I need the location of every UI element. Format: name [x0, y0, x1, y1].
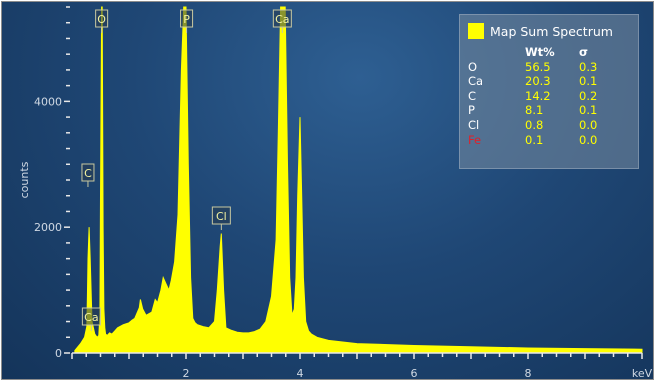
legend-element: Cl	[468, 117, 480, 132]
x-tick-label: 4	[297, 367, 304, 380]
legend-title-row: Map Sum Spectrum	[468, 21, 613, 41]
peak-label-text: Ca	[275, 13, 289, 26]
legend-sigma: 0.0	[579, 132, 598, 147]
legend-table: Wt% σ O 56.5 0.3 Ca 20.3 0.1 C 14.2	[468, 45, 619, 147]
legend-element: P	[468, 103, 475, 118]
legend-row: Ca 20.3 0.1	[468, 74, 619, 89]
peak-label-c: C	[81, 163, 95, 187]
legend-sigma: 0.1	[579, 103, 598, 118]
legend-header-row: Wt% σ	[468, 45, 619, 60]
peak-label-text: Ca	[84, 311, 98, 324]
y-tick-label: 2000	[34, 221, 62, 234]
legend-swatch	[468, 23, 484, 39]
legend-wt: 0.1	[525, 132, 544, 147]
x-tick-label: 6	[411, 367, 418, 380]
y-tick-label: 0	[55, 347, 62, 360]
x-tick-label: 8	[525, 367, 532, 380]
spectrum-series-fill	[74, 6, 643, 354]
legend-wt: 0.8	[525, 117, 544, 132]
y-axis-title: counts	[18, 161, 31, 198]
x-tick-label: 2	[183, 367, 190, 380]
legend-row: O 56.5 0.3	[468, 60, 619, 75]
legend-sigma: 0.2	[579, 88, 598, 103]
peak-label-text: P	[183, 13, 190, 26]
peak-label-o: O	[95, 9, 109, 33]
legend-element: C	[468, 88, 477, 103]
legend-header-wt: Wt%	[525, 45, 555, 59]
legend-panel: Map Sum Spectrum Wt% σ O 56.5 0.3 Ca 20.…	[459, 14, 639, 169]
peak-label-p: P	[180, 9, 194, 33]
legend-header-sigma: σ	[579, 45, 588, 59]
legend-wt: 20.3	[525, 74, 551, 89]
peak-label-text: O	[97, 13, 106, 26]
x-axis-title: keV	[632, 367, 653, 380]
legend-row: C 14.2 0.2	[468, 89, 619, 104]
legend-wt: 14.2	[525, 88, 551, 103]
peak-label-text: C	[84, 167, 92, 180]
legend-row: P 8.1 0.1	[468, 103, 619, 118]
peak-label-cl: Cl	[211, 206, 231, 230]
peak-label-ca: Ca	[272, 9, 292, 33]
legend-element: Ca	[468, 74, 484, 89]
legend-element: O	[468, 59, 478, 74]
legend-sigma: 0.3	[579, 59, 598, 74]
legend-sigma: 0.1	[579, 74, 598, 89]
legend-element-fe: Fe	[468, 132, 482, 147]
legend-title: Map Sum Spectrum	[490, 23, 613, 39]
y-tick-label: 4000	[34, 95, 62, 108]
legend-sigma: 0.0	[579, 117, 598, 132]
peak-label-ca: Ca	[81, 307, 101, 331]
legend-header-element	[468, 45, 525, 60]
legend-row: Fe 0.1 0.0	[468, 133, 619, 148]
legend-wt: 56.5	[525, 59, 551, 74]
legend-row: Cl 0.8 0.0	[468, 118, 619, 133]
peak-label-text: Cl	[216, 210, 227, 223]
legend-wt: 8.1	[525, 103, 544, 118]
